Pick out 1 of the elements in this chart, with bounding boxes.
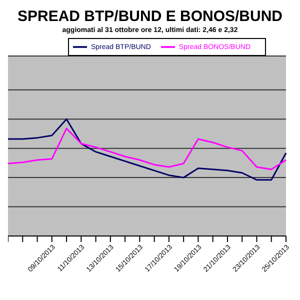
chart-title: SPREAD BTP/BUND E BONOS/BUND <box>16 8 284 25</box>
